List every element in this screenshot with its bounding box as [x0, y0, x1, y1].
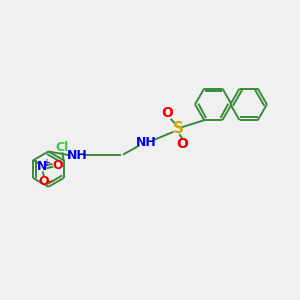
- Text: O: O: [162, 106, 174, 121]
- Text: +: +: [42, 158, 50, 168]
- Text: O: O: [39, 175, 49, 188]
- Text: N: N: [38, 160, 48, 173]
- Text: NH: NH: [136, 136, 157, 149]
- Text: O: O: [176, 137, 188, 151]
- Text: NH: NH: [67, 149, 87, 162]
- Text: O: O: [52, 159, 63, 172]
- Text: Cl: Cl: [56, 141, 69, 154]
- Text: S: S: [172, 121, 184, 136]
- Text: −: −: [45, 176, 54, 187]
